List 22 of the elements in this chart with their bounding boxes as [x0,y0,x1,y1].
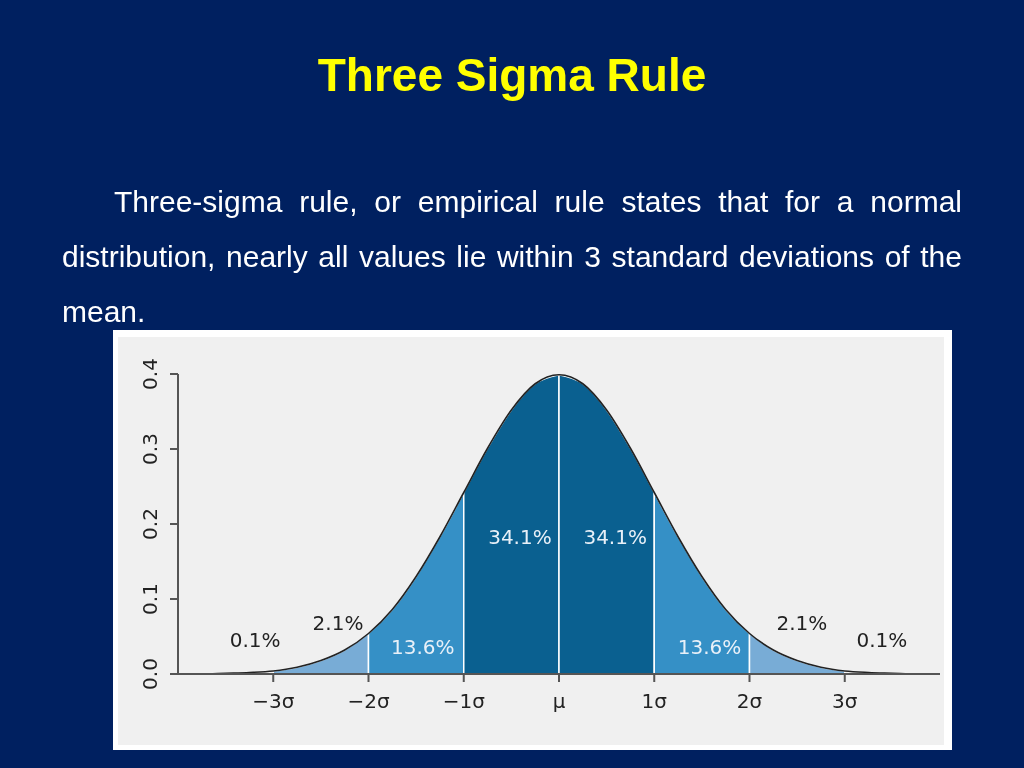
chart-subtitle: Three-sigma rule, or empirical rule states that for a normal distribution, nearly all values lie within 3 standard deviations of the mean. [62,184,962,330]
y-tick-label: 0.3 [138,433,162,465]
x-tick-label: 2σ [736,689,763,713]
annotation: 2.1% [776,611,828,635]
x-tick-label: 1σ [641,689,668,713]
chart-title: Three Sigma Rule [316,48,708,102]
x-tick-label: 3σ [832,689,858,713]
y-tick-label: 0.1 [138,583,162,615]
x-tick-label: μ [552,689,566,713]
annotation: 2.1% [312,611,364,635]
y-tick-label: 0.2 [138,508,162,540]
y-tick-label: 0.0 [138,658,162,690]
y-tick-label: 0.4 [138,358,162,390]
annotation: 0.1% [856,628,908,653]
x-tick-label: −1σ [442,689,486,713]
x-tick-label: −3σ [252,689,295,713]
annotation: 0.1% [229,628,281,653]
x-tick-label: −2σ [347,689,390,713]
annotation: 34.1% [583,524,647,549]
annotation: 13.6% [677,635,742,659]
annotation: 34.1% [488,524,552,549]
annotation: 13.6% [391,635,455,659]
